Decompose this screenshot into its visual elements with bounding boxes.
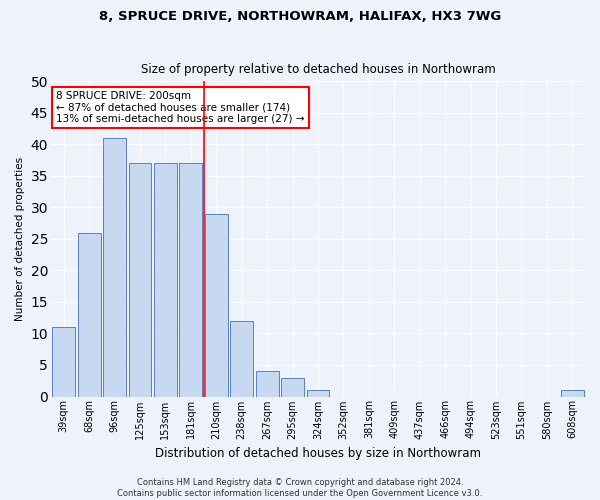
Bar — [103, 138, 126, 396]
X-axis label: Distribution of detached houses by size in Northowram: Distribution of detached houses by size … — [155, 447, 481, 460]
Bar — [230, 321, 253, 396]
Y-axis label: Number of detached properties: Number of detached properties — [15, 157, 25, 321]
Bar — [128, 164, 151, 396]
Text: 8, SPRUCE DRIVE, NORTHOWRAM, HALIFAX, HX3 7WG: 8, SPRUCE DRIVE, NORTHOWRAM, HALIFAX, HX… — [99, 10, 501, 23]
Bar — [205, 214, 228, 396]
Bar — [179, 164, 202, 396]
Bar — [281, 378, 304, 396]
Text: Contains HM Land Registry data © Crown copyright and database right 2024.
Contai: Contains HM Land Registry data © Crown c… — [118, 478, 482, 498]
Bar — [307, 390, 329, 396]
Bar — [77, 232, 101, 396]
Title: Size of property relative to detached houses in Northowram: Size of property relative to detached ho… — [140, 63, 496, 76]
Bar — [561, 390, 584, 396]
Text: 8 SPRUCE DRIVE: 200sqm
← 87% of detached houses are smaller (174)
13% of semi-de: 8 SPRUCE DRIVE: 200sqm ← 87% of detached… — [56, 91, 305, 124]
Bar — [256, 372, 278, 396]
Bar — [154, 164, 177, 396]
Bar — [52, 327, 75, 396]
